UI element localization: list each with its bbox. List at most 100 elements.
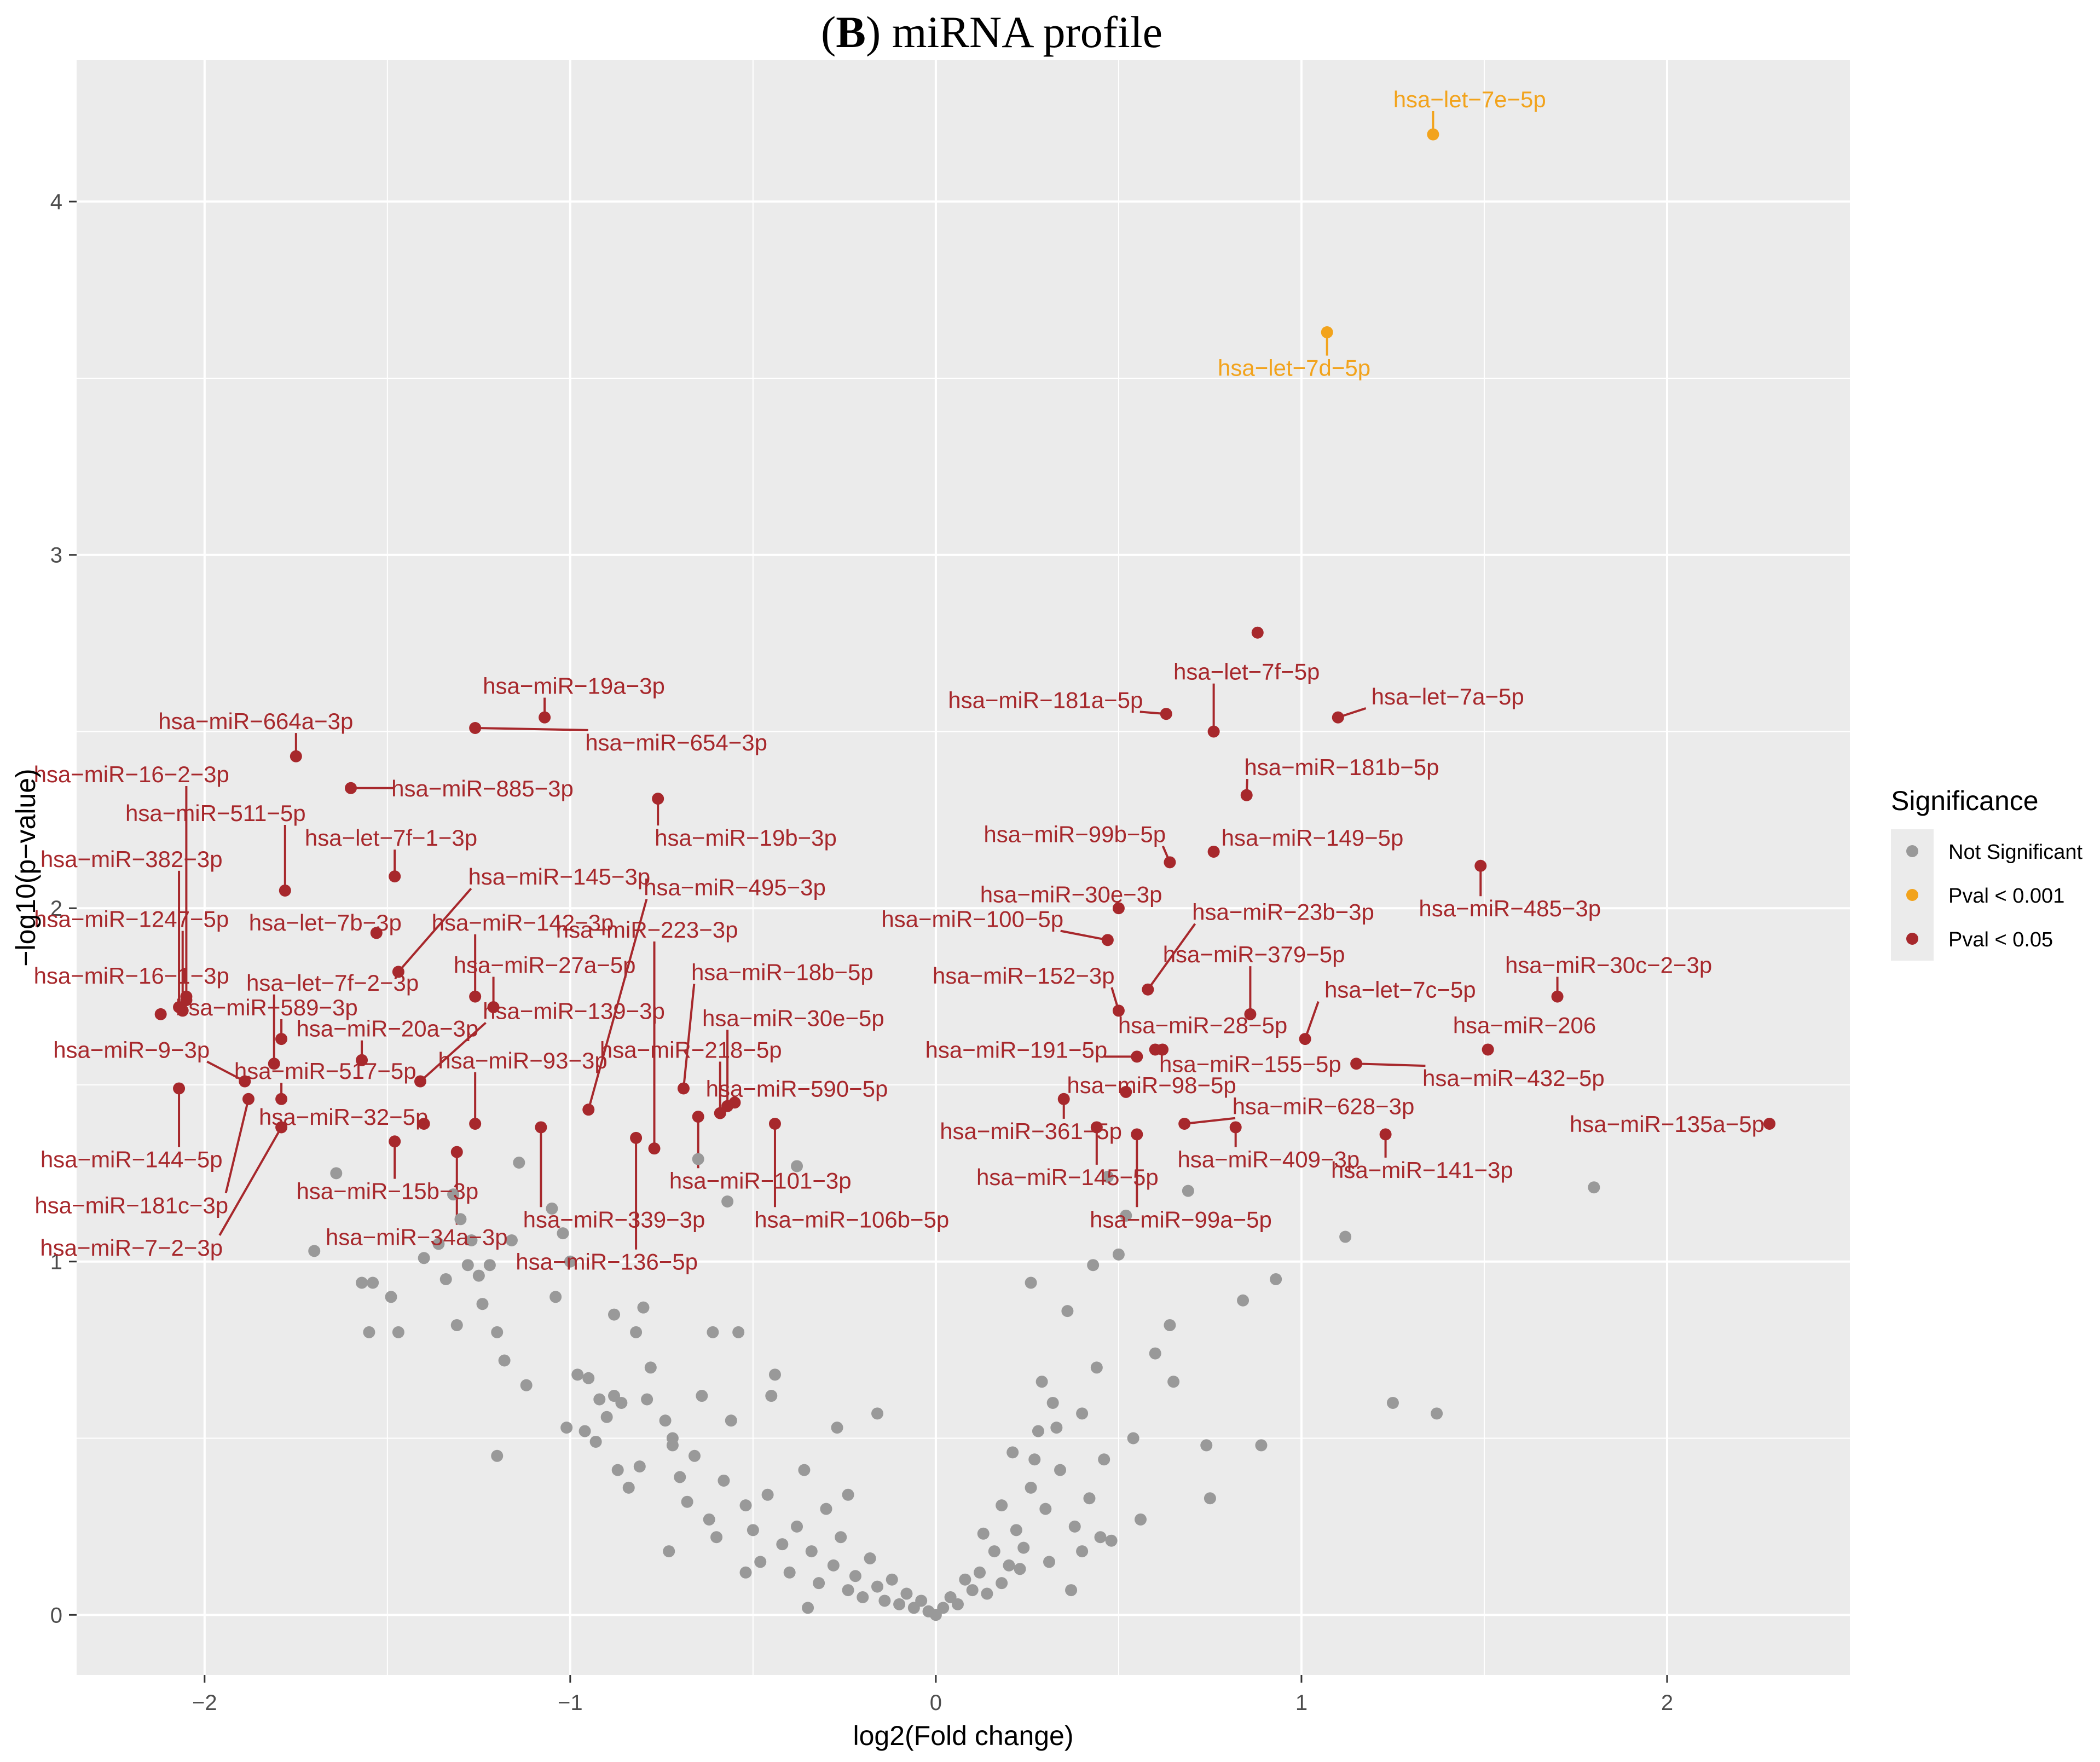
mirna-label: hsa−miR−142−3p (432, 910, 614, 935)
significant-point (1321, 326, 1333, 339)
mirna-label: hsa−miR−16−2−3p (34, 761, 229, 787)
mirna-label: hsa−miR−181a−5p (948, 687, 1143, 713)
not-significant-point (582, 1372, 595, 1384)
not-significant-points (308, 1153, 1600, 1621)
x-axis-title: log2(Fold change) (853, 1720, 1073, 1751)
not-significant-point (959, 1573, 971, 1586)
mirna-label: hsa−miR−135a−5p (1570, 1111, 1765, 1137)
not-significant-point (1054, 1464, 1067, 1476)
significant-point (1332, 711, 1344, 724)
not-significant-point (1386, 1396, 1399, 1409)
not-significant-point (1083, 1492, 1096, 1505)
not-significant-point (1090, 1361, 1103, 1374)
not-significant-point (871, 1580, 884, 1593)
mirna-label: hsa−miR−34a−3p (326, 1224, 508, 1250)
significant-point (630, 1131, 643, 1144)
significant-point (469, 1117, 482, 1130)
mirna-label: hsa−miR−382−3p (41, 846, 223, 872)
x-tick-label: 0 (930, 1691, 942, 1715)
not-significant-point (589, 1435, 602, 1448)
significant-point (535, 1121, 547, 1134)
mirna-label: hsa−miR−155−5p (1159, 1051, 1341, 1077)
significant-point (768, 1117, 781, 1130)
not-significant-point (692, 1153, 704, 1165)
not-significant-point (1094, 1531, 1107, 1544)
mirna-label: hsa−miR−339−3p (523, 1206, 705, 1232)
significant-point (1240, 789, 1253, 801)
mirna-label: hsa−miR−664a−3p (158, 708, 353, 734)
not-significant-point (1025, 1481, 1037, 1494)
mirna-label: hsa−miR−136−5p (516, 1249, 698, 1275)
label-leader-line (1147, 923, 1196, 990)
legend-key-dot (1906, 889, 1918, 901)
significant-point (1551, 990, 1564, 1003)
significant-point (345, 782, 357, 794)
not-significant-point (1043, 1556, 1055, 1568)
label-leader-line (419, 1021, 487, 1083)
x-tick-label: 1 (1295, 1691, 1308, 1715)
legend: Significance Not Significant Pval < 0.001… (1891, 785, 2082, 961)
not-significant-point (418, 1252, 430, 1264)
not-significant-point (450, 1319, 463, 1331)
title-bold-letter: B (836, 7, 866, 57)
not-significant-point (367, 1276, 379, 1289)
legend-title: Significance (1891, 785, 2039, 816)
not-significant-point (791, 1520, 803, 1533)
legend-entry-label: Pval < 0.001 (1948, 885, 2064, 908)
not-significant-point (681, 1495, 693, 1508)
not-significant-point (864, 1552, 876, 1564)
mirna-label: hsa−miR−28−5p (1118, 1012, 1287, 1038)
significant-point (275, 1093, 288, 1105)
not-significant-point (472, 1269, 485, 1282)
significant-point (242, 1093, 254, 1105)
not-significant-point (1025, 1276, 1037, 1289)
label-leader-line (682, 984, 696, 1089)
not-significant-point (557, 1227, 569, 1240)
not-significant-point (871, 1407, 884, 1420)
label-leader-line (224, 1099, 250, 1193)
not-significant-point (996, 1577, 1008, 1590)
chart-title: (B) miRNA profile (821, 7, 1162, 57)
y-axis-title: −log10(p−value) (10, 769, 41, 966)
mirna-label: hsa−miR−144−5p (41, 1147, 223, 1172)
not-significant-point (1149, 1347, 1161, 1360)
not-significant-point (1068, 1520, 1081, 1533)
not-significant-point (754, 1556, 767, 1568)
not-significant-point (564, 1255, 576, 1268)
significant-point (1244, 1008, 1257, 1020)
not-significant-point (842, 1488, 854, 1501)
not-significant-point (835, 1531, 847, 1544)
significant-point (1207, 725, 1220, 738)
not-significant-point (1182, 1185, 1194, 1197)
mirna-label: hsa−miR−18b−5p (691, 959, 873, 985)
mirna-label: hsa−miR−432−5p (1422, 1065, 1605, 1091)
significant-point (173, 1001, 186, 1013)
mirna-label: hsa−miR−218−5p (600, 1037, 782, 1062)
not-significant-point (611, 1464, 624, 1476)
mirna-label: hsa−miR−20a−3p (296, 1016, 478, 1042)
y-tick-label: 0 (50, 1603, 62, 1627)
significant-point (692, 1111, 704, 1123)
not-significant-point (688, 1449, 701, 1462)
significant-point (389, 1135, 401, 1148)
not-significant-point (593, 1393, 606, 1406)
significant-point (1207, 845, 1220, 858)
title-prefix: ( (821, 7, 836, 57)
significant-point (290, 750, 302, 762)
mirna-label: hsa−miR−1247−5p (34, 906, 229, 932)
not-significant-point (461, 1259, 474, 1272)
significant-point (677, 1082, 690, 1095)
mirna-label: hsa−miR−7−2−3p (40, 1235, 223, 1261)
significant-point (1482, 1043, 1494, 1056)
axis-tick-labels: −2 −1 0 1 2 0 1 2 3 4 (50, 190, 1673, 1715)
mirna-label: hsa−miR−19a−3p (483, 673, 665, 699)
not-significant-point (454, 1213, 467, 1226)
mirna-label: hsa−miR−379−5p (1163, 941, 1345, 967)
not-significant-point (977, 1527, 990, 1540)
not-significant-point (1120, 1209, 1132, 1222)
significant-point (469, 722, 482, 735)
significant-point (1164, 856, 1176, 869)
not-significant-point (1039, 1503, 1052, 1515)
not-significant-point (732, 1326, 745, 1338)
mirna-label: hsa−miR−30e−5p (702, 1005, 884, 1031)
